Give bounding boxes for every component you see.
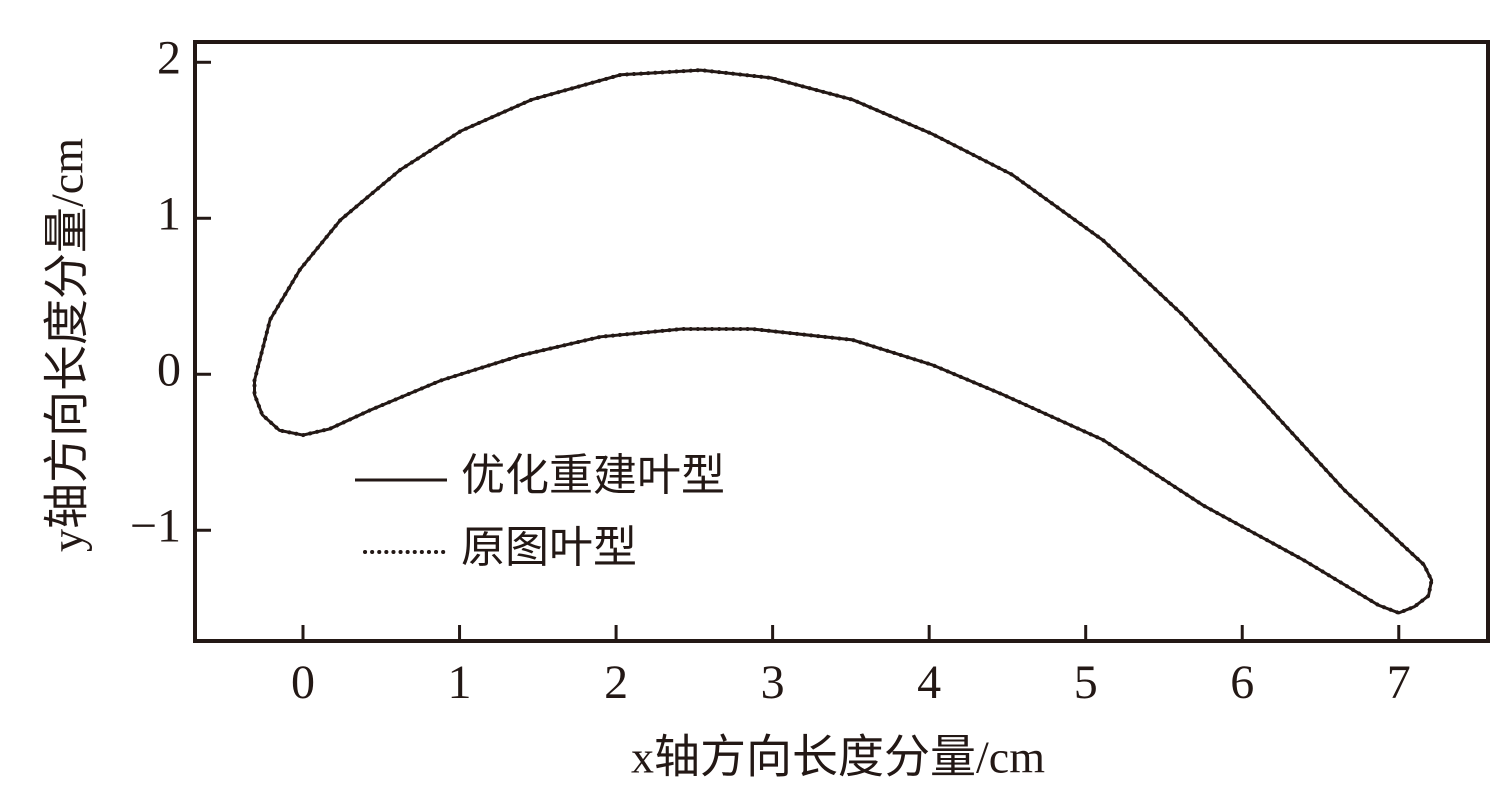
y-tick-label: 1: [157, 187, 181, 240]
x-tick-label: 4: [917, 656, 941, 709]
y-tick-label: 2: [157, 31, 181, 84]
y-axis-label: y轴方向长度分量/cm: [42, 138, 93, 552]
x-tick-label: 7: [1387, 656, 1411, 709]
x-tick-label: 2: [604, 656, 628, 709]
series-line: [252, 68, 1434, 616]
x-axis-label: x轴方向长度分量/cm: [631, 732, 1045, 783]
x-tick-label: 1: [448, 656, 472, 709]
x-tick-label: 0: [291, 656, 315, 709]
legend-label: 原图叶型: [461, 523, 637, 572]
x-tick-label: 3: [761, 656, 785, 709]
y-tick-label: 0: [157, 343, 181, 396]
x-tick-label: 6: [1230, 656, 1254, 709]
x-tick-label: 5: [1074, 656, 1098, 709]
y-tick-label: −1: [130, 499, 181, 552]
plot-frame: [193, 40, 1490, 643]
legend-label: 优化重建叶型: [461, 451, 725, 500]
